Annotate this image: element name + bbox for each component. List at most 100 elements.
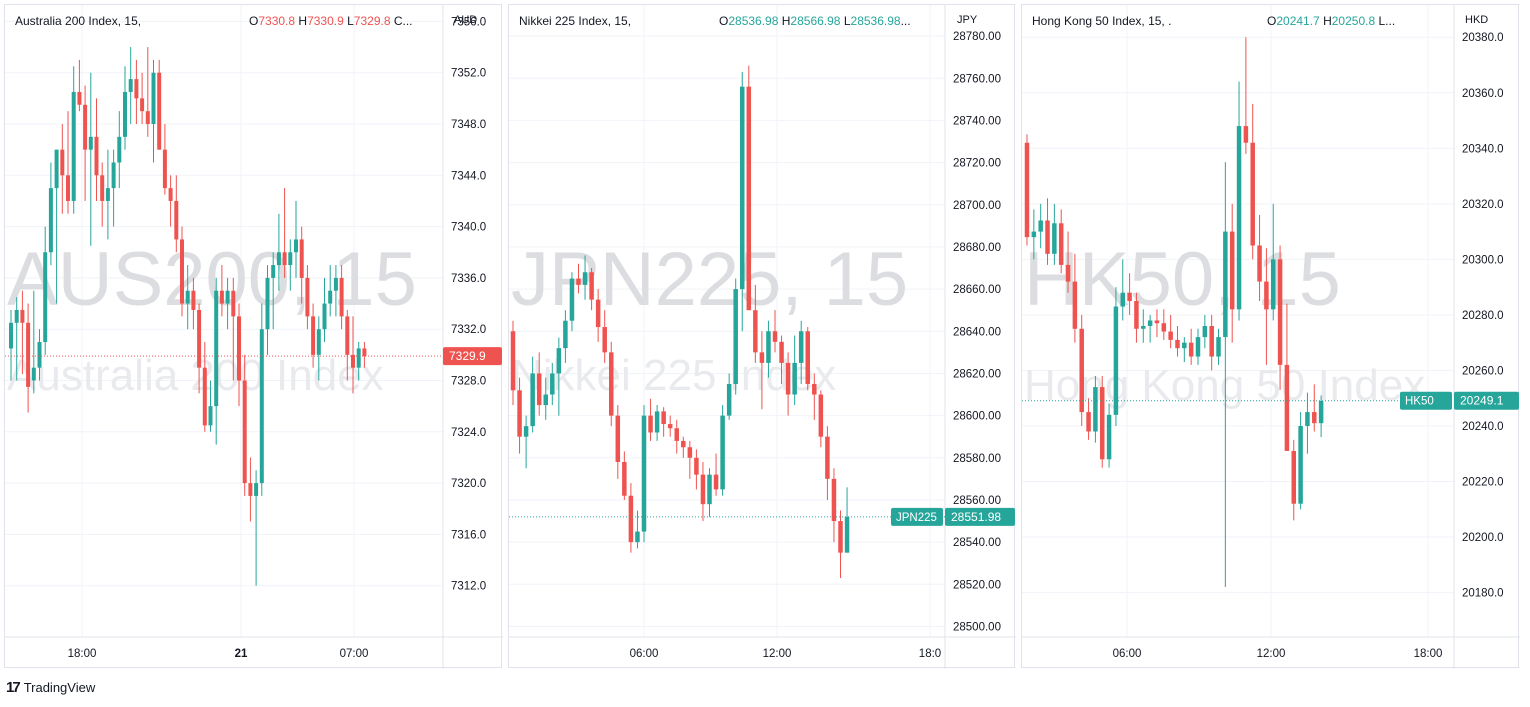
candle-body (1318, 400, 1324, 424)
y-tick-label: 20340.0 (1462, 143, 1504, 155)
candle-body (140, 98, 145, 112)
candle (254, 470, 259, 586)
candle (556, 337, 562, 416)
y-tick-label: 7324.0 (451, 427, 486, 439)
candle-body (254, 483, 259, 496)
y-tick-label: 20320.0 (1462, 199, 1504, 211)
candle (100, 162, 105, 227)
last-price-value: 7329.9 (449, 349, 486, 363)
last-price-box (1454, 391, 1519, 410)
candle (180, 226, 184, 317)
candle (71, 66, 76, 214)
candle-body (602, 327, 607, 353)
candle-body (812, 383, 817, 395)
watermark-symbol: AUS200, 15 (7, 237, 417, 322)
candle (1147, 314, 1153, 343)
candle (1270, 203, 1276, 321)
candlestick-chart-hk50[interactable]: HK50, 15 Hong Kong 50 Index 20180.0 20200.0… (1022, 5, 1520, 669)
chart-panel-aus200[interactable]: AUS200, 15 Australia 200 Index 7312.0 7316.… (4, 4, 503, 669)
brand-name: TradingView (23, 680, 96, 695)
x-tick-label: 18:00 (68, 648, 97, 660)
candle (362, 342, 367, 368)
candle-body (1188, 342, 1194, 357)
candle-body (831, 478, 837, 522)
candlestick-chart-aus200[interactable]: AUS200, 15 Australia 200 Index 7312.0 7316.… (5, 5, 503, 669)
candle (1243, 37, 1249, 154)
candle-body (523, 426, 529, 437)
candle (687, 440, 693, 479)
candle (9, 309, 13, 381)
candle-body (362, 348, 367, 357)
candle (157, 59, 162, 150)
high-value: 20250.8 (1331, 14, 1376, 28)
candle-body (674, 428, 679, 441)
candle (602, 310, 607, 363)
candle-body (100, 175, 105, 201)
candle-body (648, 415, 653, 433)
candle (134, 59, 139, 125)
last-price-badge: 7329.9 (443, 347, 502, 366)
candle (208, 380, 213, 432)
candle (1072, 253, 1078, 343)
candle-body (746, 86, 752, 311)
candle (772, 310, 778, 353)
candle-body (582, 272, 588, 285)
y-tick-label: 20220.0 (1462, 477, 1504, 489)
candle-body (151, 72, 156, 125)
candle (43, 226, 48, 355)
candle-body (282, 252, 287, 266)
candle-body (202, 367, 207, 426)
candle-body (231, 290, 236, 317)
candle-body (328, 290, 333, 304)
symbol-tag-box (891, 507, 943, 526)
candle-body (1052, 223, 1057, 254)
footer-brand[interactable]: 17 TradingView (6, 679, 95, 696)
candle (785, 352, 791, 416)
candle (543, 377, 548, 420)
candle (700, 461, 706, 522)
candle-body (1072, 281, 1078, 329)
candle-body (543, 394, 548, 406)
candle-body (805, 331, 810, 384)
candle-body (219, 290, 224, 304)
candle-body (60, 149, 65, 176)
y-tick-label: 20260.0 (1462, 365, 1504, 377)
x-tick-label: 06:00 (1113, 648, 1142, 660)
candle (83, 85, 88, 201)
high-key: H (298, 14, 308, 28)
candle (576, 263, 581, 294)
candle (1024, 134, 1030, 246)
candles (510, 65, 850, 578)
candle (271, 252, 276, 330)
candle-body (713, 474, 719, 490)
high-key: H (781, 14, 791, 28)
candle-body (1291, 450, 1297, 504)
candle-body (792, 362, 797, 395)
candle (88, 72, 93, 246)
x-axis: 06:00 12:00 18:0 (630, 648, 942, 660)
y-tick-label: 28620.00 (953, 368, 1001, 380)
y-tick-label: 28600.00 (953, 411, 1001, 423)
candle-body (726, 383, 732, 416)
candle (510, 320, 516, 406)
candle-body (54, 149, 59, 189)
chart-panel-hk50[interactable]: HK50, 15 Hong Kong 50 Index 20180.0 20200.0… (1021, 4, 1520, 669)
candle (60, 124, 65, 214)
low-value: 28536.98 (850, 14, 901, 28)
candle-body (237, 316, 241, 381)
watermark-name: Hong Kong 50 Index (1024, 361, 1425, 410)
chart-panel-jpn225[interactable]: JPN225, 15 Nikkei 225 Index 28500.00 28520.… (508, 4, 1016, 669)
currency-label: JPY (957, 14, 978, 26)
candle-body (185, 290, 190, 304)
candle (54, 149, 59, 304)
candle-body (622, 461, 627, 496)
last-price-value: 20249.1 (1460, 394, 1504, 408)
candle-body (1045, 220, 1050, 254)
candle-body (1305, 412, 1310, 426)
candle (838, 510, 843, 578)
y-axis: 7312.0 7316.0 7320.0 7324.0 7328.0 7332.0 7336… (451, 16, 486, 592)
candle-body (825, 436, 830, 479)
candle-body (351, 354, 355, 368)
candle (609, 341, 614, 427)
